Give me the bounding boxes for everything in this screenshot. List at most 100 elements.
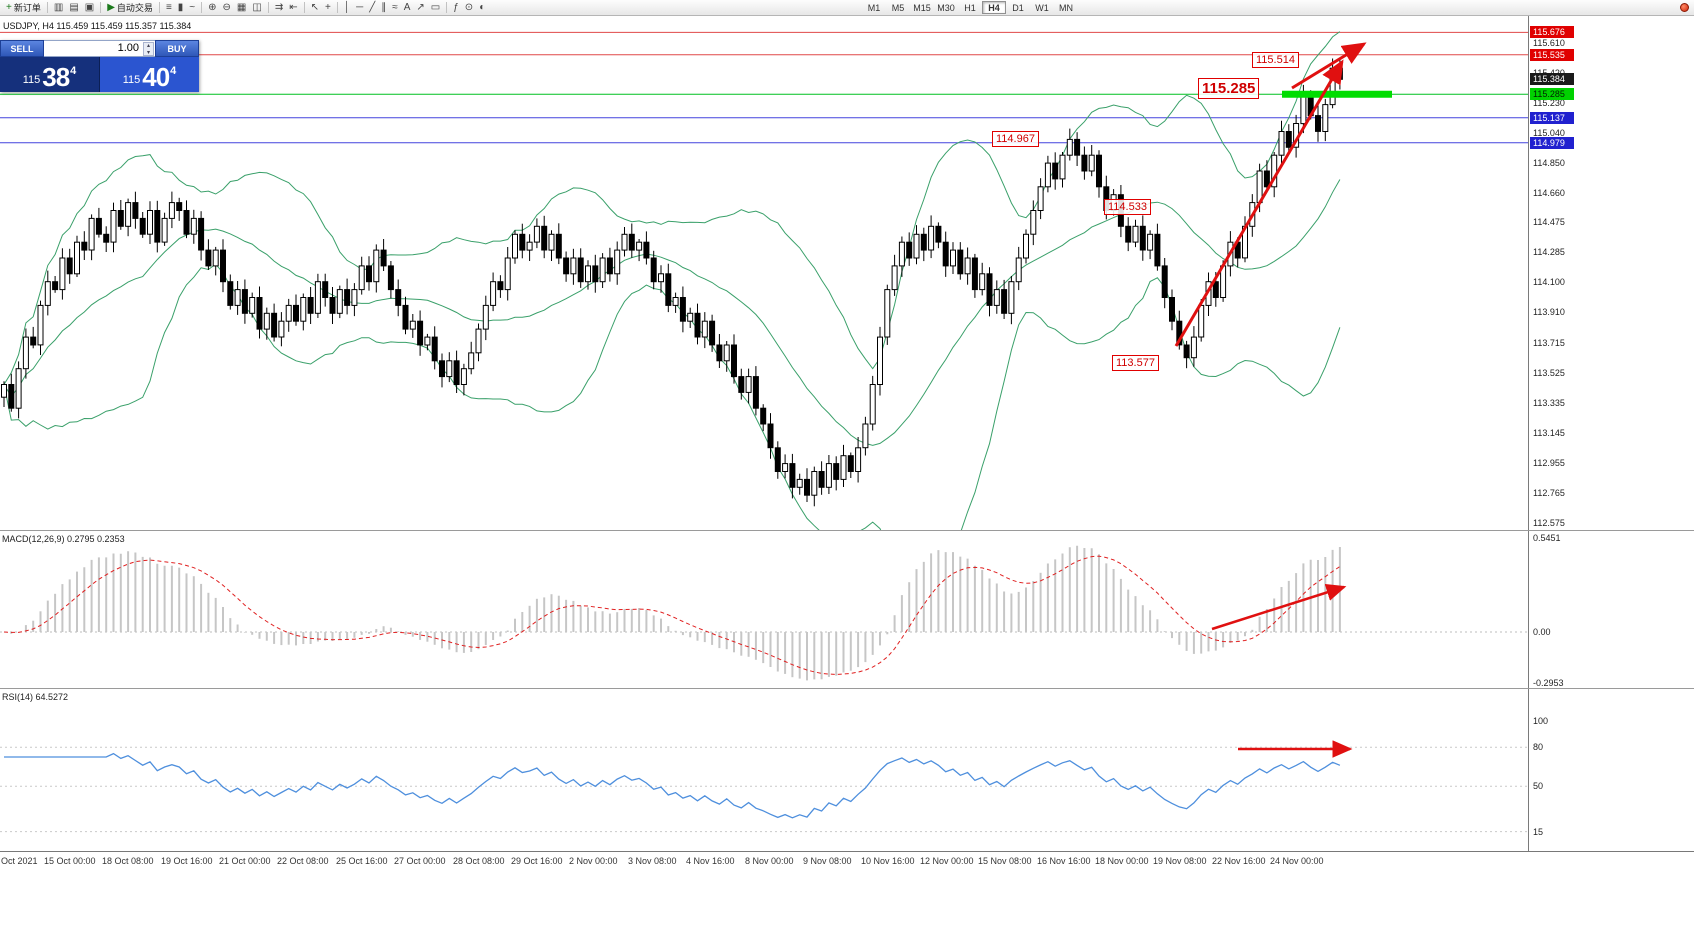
candle-chart-icon[interactable]: ▮ bbox=[175, 1, 187, 15]
shapes-tool-icon-glyph: ▭ bbox=[430, 2, 441, 13]
line-chart-icon-glyph: ~ bbox=[189, 2, 196, 13]
macd-axis[interactable]: 0.5451 0.00 -0.2953 bbox=[1528, 531, 1694, 688]
trend-arrow-short[interactable] bbox=[1291, 42, 1367, 90]
price-axis-label: 113.715 bbox=[1533, 338, 1565, 348]
timeframe-button-m15[interactable]: M15 bbox=[913, 3, 931, 13]
timeframe-button-m1[interactable]: M1 bbox=[867, 3, 881, 13]
stepper-down-icon[interactable]: ▾ bbox=[146, 50, 150, 56]
time-axis-label: 24 Nov 00:00 bbox=[1270, 856, 1324, 866]
timeframe-button-h4[interactable]: H4 bbox=[982, 1, 1006, 14]
arrows-tool-icon[interactable]: ↗ bbox=[413, 1, 427, 15]
new-order-button-label: 新订单 bbox=[13, 3, 41, 13]
macd-indicator-panel[interactable]: MACD(12,26,9) 0.2795 0.2353 0.5451 0.00 -0… bbox=[0, 530, 1694, 688]
time-axis-label: 2 Nov 00:00 bbox=[569, 856, 618, 866]
price-annotation[interactable]: 114.533 bbox=[1104, 199, 1151, 215]
vertical-line-icon[interactable]: │ bbox=[341, 1, 353, 15]
trendline-icon[interactable]: ╱ bbox=[366, 1, 378, 15]
time-axis-label: 8 Nov 00:00 bbox=[745, 856, 794, 866]
cascade-windows-icon[interactable]: ◫ bbox=[249, 1, 264, 15]
toolbar-separator bbox=[201, 2, 203, 13]
chart-window-icon[interactable]: ▥ bbox=[51, 1, 66, 15]
channel-icon[interactable]: ∥ bbox=[378, 1, 389, 15]
price-axis-label: 113.145 bbox=[1533, 428, 1565, 438]
price-axis-tag: 115.285 bbox=[1530, 88, 1574, 100]
symbol-ohlc-readout: USDJPY, H4 115.459 115.459 115.357 115.3… bbox=[3, 21, 192, 31]
price-axis-tag: 115.676 bbox=[1530, 26, 1574, 38]
price-axis[interactable]: 115.610115.420115.230115.040114.850114.6… bbox=[1528, 16, 1694, 530]
auto-scroll-icon-glyph: ⇉ bbox=[274, 2, 284, 13]
zoom-in-icon[interactable]: ⊕ bbox=[205, 1, 219, 15]
period-icon[interactable]: ◐ bbox=[476, 1, 488, 15]
price-chart-canvas[interactable] bbox=[0, 16, 1528, 530]
price-annotation[interactable]: 115.514 bbox=[1252, 52, 1299, 68]
macd-trend-arrow[interactable] bbox=[1211, 583, 1347, 631]
time-axis-label: 28 Oct 08:00 bbox=[453, 856, 505, 866]
text-tool-icon[interactable]: A bbox=[401, 1, 414, 15]
time-axis-label: 9 Nov 08:00 bbox=[803, 856, 852, 866]
macd-axis-label: 0.00 bbox=[1533, 627, 1551, 637]
shapes-tool-icon[interactable]: ▭ bbox=[428, 1, 443, 15]
time-axis-label: 4 Nov 16:00 bbox=[686, 856, 735, 866]
timeframe-button-m5[interactable]: M5 bbox=[891, 3, 905, 13]
rsi-indicator-panel[interactable]: RSI(14) 64.5272 100 80 50 15 bbox=[0, 688, 1694, 851]
timeframe-button-w1[interactable]: W1 bbox=[1035, 3, 1049, 13]
toolbar-separator bbox=[446, 2, 448, 13]
price-annotation[interactable]: 114.967 bbox=[992, 131, 1039, 147]
trendline-icon-glyph: ╱ bbox=[369, 2, 376, 13]
autotrading-button[interactable]: ▶ 自动交易 bbox=[104, 1, 156, 15]
price-axis-label: 113.335 bbox=[1533, 398, 1565, 408]
crosshair-icon[interactable]: + bbox=[322, 1, 334, 15]
candle-chart-icon-glyph: ▮ bbox=[177, 2, 184, 13]
macd-axis-label: -0.2953 bbox=[1533, 678, 1564, 688]
main-chart-panel[interactable]: USDJPY, H4 115.459 115.459 115.357 115.3… bbox=[0, 16, 1694, 530]
fibonacci-icon[interactable]: ≈ bbox=[389, 1, 401, 15]
market-watch-icon[interactable]: ▣ bbox=[82, 1, 97, 15]
objects-list-icon[interactable]: ⊙ bbox=[462, 1, 476, 15]
line-chart-icon[interactable]: ~ bbox=[186, 1, 198, 15]
stepper-up-icon[interactable]: ▴ bbox=[146, 43, 150, 49]
price-axis-label: 112.575 bbox=[1533, 518, 1565, 528]
profiles-icon[interactable]: ▤ bbox=[66, 1, 81, 15]
cursor-icon-glyph: ↖ bbox=[310, 2, 319, 13]
autotrading-button-label: 自动交易 bbox=[116, 3, 153, 13]
new-order-button-glyph: + bbox=[6, 2, 12, 13]
indicators-icon[interactable]: ƒ bbox=[450, 1, 462, 15]
sell-price-prefix: 115 bbox=[22, 74, 41, 86]
chart-shift-icon[interactable]: ⇤ bbox=[286, 1, 300, 15]
time-axis-label: 10 Nov 16:00 bbox=[861, 856, 915, 866]
volume-input[interactable]: 1.00 ▴ ▾ bbox=[44, 40, 155, 57]
zoom-out-icon[interactable]: ⊖ bbox=[220, 1, 234, 15]
bar-chart-icon[interactable]: ≡ bbox=[163, 1, 175, 15]
buy-button[interactable]: BUY bbox=[155, 40, 199, 57]
macd-canvas[interactable] bbox=[0, 531, 1528, 689]
timeframe-button-mn[interactable]: MN bbox=[1059, 3, 1073, 13]
trend-arrow-long[interactable] bbox=[1174, 59, 1344, 347]
timeframe-button-m30[interactable]: M30 bbox=[937, 3, 955, 13]
cursor-icon[interactable]: ↖ bbox=[308, 1, 322, 15]
sell-price-tile[interactable]: 115 38 4 bbox=[0, 57, 100, 92]
price-annotation[interactable]: 115.285 bbox=[1198, 78, 1260, 99]
chart-window-icon-glyph: ▥ bbox=[53, 2, 64, 13]
rsi-canvas[interactable] bbox=[0, 689, 1528, 852]
sell-button[interactable]: SELL bbox=[0, 40, 44, 57]
time-axis-label: 27 Oct 00:00 bbox=[394, 856, 446, 866]
period-icon-glyph: ◐ bbox=[479, 2, 486, 13]
time-axis-label: 18 Oct 08:00 bbox=[102, 856, 154, 866]
volume-stepper[interactable]: ▴ ▾ bbox=[143, 42, 154, 56]
tile-windows-icon[interactable]: ▦ bbox=[234, 1, 249, 15]
price-annotation[interactable]: 113.577 bbox=[1112, 355, 1159, 371]
buy-price-tile[interactable]: 115 40 4 bbox=[100, 57, 199, 92]
crosshair-icon-glyph: + bbox=[325, 2, 331, 13]
timeframe-button-h1[interactable]: H1 bbox=[964, 3, 976, 13]
horizontal-line-icon[interactable]: ─ bbox=[353, 1, 366, 15]
price-axis-label: 114.475 bbox=[1533, 217, 1565, 227]
price-axis-label: 113.525 bbox=[1533, 368, 1565, 378]
macd-label: MACD(12,26,9) 0.2795 0.2353 bbox=[2, 534, 125, 544]
time-axis[interactable]: Oct 2021 15 Oct 00:00 18 Oct 08:00 19 Oct 1… bbox=[0, 851, 1694, 869]
sell-price-sup: 4 bbox=[70, 65, 77, 77]
rsi-axis[interactable]: 100 80 50 15 bbox=[1528, 689, 1694, 851]
new-order-button[interactable]: + 新订单 bbox=[3, 1, 44, 15]
timeframe-button-d1[interactable]: D1 bbox=[1012, 3, 1024, 13]
auto-scroll-icon[interactable]: ⇉ bbox=[272, 1, 286, 15]
